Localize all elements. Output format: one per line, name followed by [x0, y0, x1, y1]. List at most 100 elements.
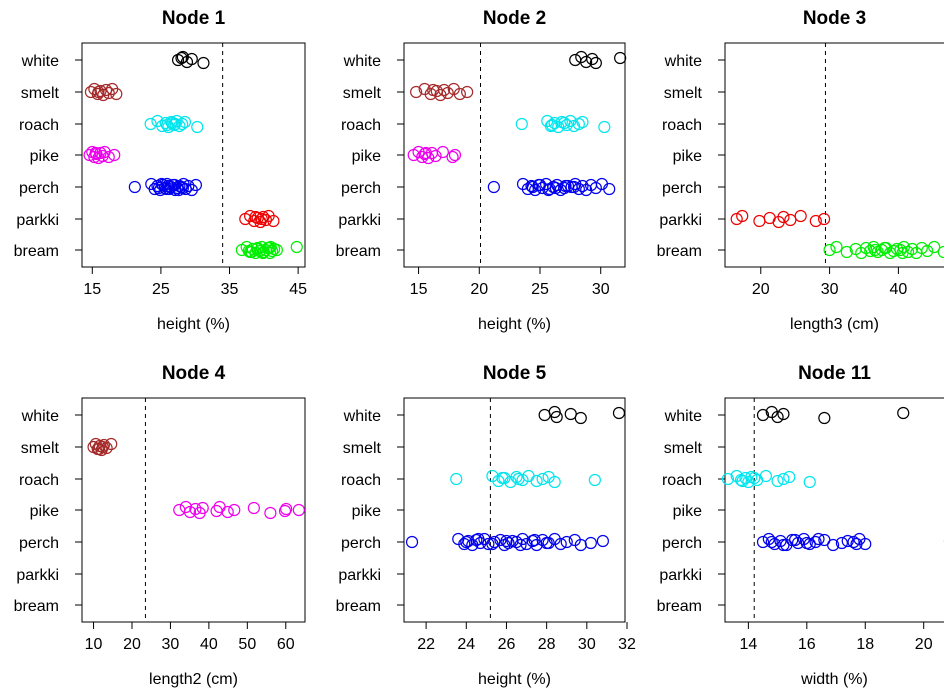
x-tick-label: 20 — [752, 281, 770, 298]
y-tick-label: pike — [352, 503, 381, 520]
y-tick-label: bream — [14, 243, 59, 260]
x-tick-label: 16 — [798, 636, 816, 653]
point-perch — [514, 538, 527, 552]
x-tick-label: 14 — [739, 636, 757, 653]
plot-frame — [81, 42, 306, 268]
point-pike — [436, 145, 449, 159]
panel-title: Node 3 — [803, 8, 866, 29]
point-bream — [264, 240, 277, 254]
x-tick-label: 40 — [889, 281, 907, 298]
x-tick-label: 18 — [856, 636, 874, 653]
panel-2: Node 2 white smelt roach pike perch parkki brea… — [336, 8, 627, 333]
point-bream — [270, 243, 283, 257]
y-tick-label: roach — [341, 472, 381, 489]
point-white — [771, 410, 784, 424]
point-perch — [812, 532, 825, 546]
panel-4: Node 4 white smelt roach pike perch parkki brea… — [14, 363, 306, 688]
y-tick-label: white — [664, 53, 702, 70]
x-tick-label: 20 — [470, 281, 488, 298]
panel-3: Node 3 white smelt roach pike perch parkki brea… — [657, 8, 944, 333]
point-bream — [859, 241, 873, 255]
x-tick-label: 35 — [221, 281, 239, 298]
point-perch — [835, 536, 848, 550]
y-tick-label: smelt — [21, 85, 60, 102]
point-perch — [777, 538, 790, 552]
point-bream — [242, 244, 255, 258]
point-roach — [544, 119, 558, 133]
point-parkki — [809, 214, 822, 228]
x-tick-label: 20 — [123, 636, 141, 653]
panel-title: Node 1 — [162, 8, 226, 29]
point-parkki — [784, 213, 797, 227]
point-perch — [567, 180, 581, 194]
point-perch — [596, 534, 610, 548]
point-bream — [290, 240, 303, 254]
x-tick-label: 30 — [578, 636, 596, 653]
panel-5: Node 5 white smelt roach pike perch parkki brea… — [336, 363, 636, 688]
point-roach — [191, 120, 204, 134]
panel-title: Node 4 — [162, 363, 226, 384]
point-roach — [734, 473, 748, 487]
point-white — [550, 410, 563, 424]
y-tick-label: roach — [341, 117, 381, 134]
point-bream — [263, 246, 277, 260]
point-smelt — [84, 85, 98, 99]
point-perch — [800, 536, 813, 550]
point-bream — [896, 246, 909, 260]
plot-frame — [724, 397, 944, 623]
x-tick-label: 24 — [457, 636, 475, 653]
point-smelt — [110, 87, 123, 101]
point-perch — [542, 183, 555, 197]
point-roach — [759, 469, 773, 483]
panel-6: Node 11 white smelt roach pike perch parkki bre… — [657, 363, 944, 688]
point-parkki — [753, 214, 766, 228]
point-white — [185, 52, 198, 66]
point-roach — [783, 470, 796, 484]
y-tick-label: parkki — [16, 567, 59, 584]
point-roach — [512, 472, 525, 486]
point-pike — [221, 505, 234, 519]
point-white — [564, 407, 577, 421]
point-parkki — [255, 212, 268, 226]
panel-title: Node 2 — [483, 8, 546, 29]
point-roach — [598, 120, 611, 134]
point-bream — [830, 240, 843, 254]
point-perch — [536, 533, 549, 547]
point-white — [569, 53, 582, 67]
x-tick-label: 32 — [618, 636, 636, 653]
point-roach — [167, 118, 181, 132]
y-tick-label: parkki — [338, 567, 381, 584]
point-perch — [559, 179, 572, 193]
point-bream — [928, 240, 941, 254]
point-perch — [850, 537, 863, 551]
point-roach — [548, 116, 561, 130]
panel-title: Node 11 — [798, 363, 871, 384]
point-perch — [152, 181, 165, 195]
y-tick-label: bream — [657, 243, 702, 260]
point-perch — [549, 181, 562, 195]
point-bream — [921, 244, 934, 258]
y-tick-label: parkki — [16, 212, 59, 229]
x-tick-label: 28 — [538, 636, 556, 653]
point-roach — [496, 471, 509, 485]
x-axis-label: length3 (cm) — [790, 316, 879, 333]
point-parkki — [257, 210, 270, 224]
point-pike — [280, 502, 293, 516]
y-tick-label: smelt — [21, 440, 60, 457]
point-white — [586, 52, 599, 66]
point-white — [897, 406, 910, 420]
point-bream — [868, 243, 882, 257]
point-roach — [510, 470, 523, 484]
point-smelt — [105, 437, 118, 451]
point-perch — [847, 535, 860, 549]
point-roach — [144, 117, 157, 131]
x-tick-label: 40 — [200, 636, 218, 653]
point-smelt — [102, 86, 115, 100]
point-white — [574, 411, 587, 425]
x-axis-label: length2 (cm) — [149, 671, 238, 688]
x-tick-label: 25 — [531, 281, 549, 298]
point-pike — [292, 503, 305, 517]
x-axis-label: height (%) — [478, 316, 551, 333]
panel-1: Node 1 white smelt roach pike perch parkki brea… — [14, 8, 307, 333]
